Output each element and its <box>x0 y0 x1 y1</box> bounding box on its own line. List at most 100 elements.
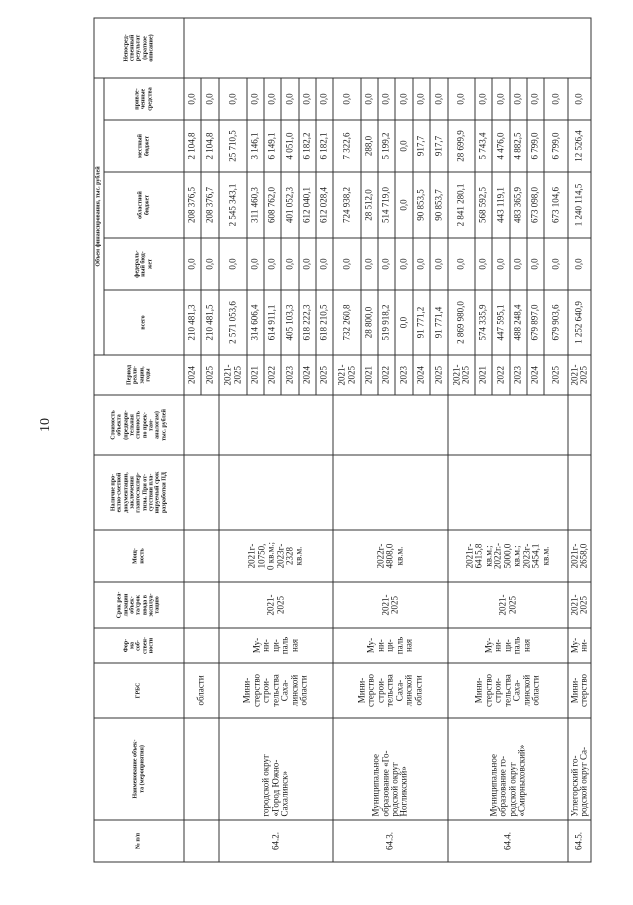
table-row: области 2024 210 481,3 0,0 208 376,5 2 104,8 0… <box>184 17 591 862</box>
attracted-cell: 0,0 <box>544 77 568 120</box>
regional-cell: 208 376,7 <box>201 172 219 238</box>
federal-cell: 0,0 <box>430 238 448 290</box>
local-cell: 5 743,4 <box>475 120 492 172</box>
local-cell: 25 710,5 <box>219 120 247 172</box>
period-cell: 2021- 2025 <box>448 355 475 395</box>
federal-cell: 0,0 <box>475 238 492 290</box>
regional-cell: 612 040,1 <box>299 172 316 238</box>
attracted-cell: 0,0 <box>316 77 333 120</box>
local-cell: 3 146,1 <box>247 120 264 172</box>
object-name <box>184 718 219 820</box>
item-number: 64.5. <box>568 820 591 862</box>
attracted-cell: 0,0 <box>361 77 378 120</box>
federal-cell: 0,0 <box>316 238 333 290</box>
rotated-table-container: № п/п Наименование объек- та (мероприяти… <box>93 17 592 863</box>
attracted-cell: 0,0 <box>475 77 492 120</box>
regional-cell: 2 841 280,1 <box>448 172 475 238</box>
total-cell: 91 771,4 <box>430 290 448 355</box>
object-name: городской округ «Город Южно- Сахалинск» <box>219 718 333 820</box>
period-cell: 2024 <box>527 355 544 395</box>
header-grbs: ГРБС <box>94 663 184 718</box>
result-cell <box>184 17 591 78</box>
regional-cell: 514 719,0 <box>378 172 395 238</box>
total-cell: 618 222,3 <box>299 290 316 355</box>
item-number: 64.4. <box>448 820 568 862</box>
total-cell: 614 911,1 <box>264 290 281 355</box>
period-cell: 2025 <box>316 355 333 395</box>
total-cell: 210 481,5 <box>201 290 219 355</box>
attracted-cell: 0,0 <box>510 77 527 120</box>
header-attracted: привле- ченные средства <box>104 77 184 120</box>
period-cell: 2021- 2025 <box>568 355 591 395</box>
federal-cell: 0,0 <box>510 238 527 290</box>
local-cell: 6 799,0 <box>527 120 544 172</box>
funding-table: № п/п Наименование объек- та (мероприяти… <box>93 17 592 863</box>
total-cell: 679 897,0 <box>527 290 544 355</box>
local-cell: 5 199,2 <box>378 120 395 172</box>
psd-cell <box>568 455 591 530</box>
federal-cell: 0,0 <box>378 238 395 290</box>
period-cell: 2022 <box>264 355 281 395</box>
attracted-cell: 0,0 <box>395 77 413 120</box>
capacity-cell: 2021г- 2658,0 <box>568 530 591 582</box>
total-cell: 2 869 980,0 <box>448 290 475 355</box>
attracted-cell: 0,0 <box>247 77 264 120</box>
page-number: 10 <box>38 418 53 432</box>
capacity-cell: 2022г- 4808,0 кв.м. <box>333 530 448 582</box>
implementation-term: 2021- 2025 <box>333 582 448 628</box>
object-name: Углегорский го- родской округ Са- <box>568 718 591 820</box>
local-cell: 6 149,1 <box>264 120 281 172</box>
regional-cell: 568 592,5 <box>475 172 492 238</box>
header-form: Фор- ма соб- ствен- ности <box>94 628 184 663</box>
local-cell: 4 882,5 <box>510 120 527 172</box>
total-cell: 679 903,6 <box>544 290 568 355</box>
local-cell: 2 104,8 <box>184 120 201 172</box>
cost-cell <box>448 395 568 455</box>
attracted-cell: 0,0 <box>492 77 510 120</box>
period-cell: 2021 <box>247 355 264 395</box>
federal-cell: 0,0 <box>299 238 316 290</box>
federal-cell: 0,0 <box>492 238 510 290</box>
period-cell: 2023 <box>395 355 413 395</box>
local-cell: 2 104,8 <box>201 120 219 172</box>
capacity-cell <box>184 530 219 582</box>
period-cell: 2025 <box>544 355 568 395</box>
header-period: Период реали- зации, годы <box>94 355 184 395</box>
attracted-cell: 0,0 <box>184 77 201 120</box>
federal-cell: 0,0 <box>395 238 413 290</box>
federal-cell: 0,0 <box>361 238 378 290</box>
period-cell: 2023 <box>510 355 527 395</box>
item-number: 64.3. <box>333 820 448 862</box>
table-row: 64.2. городской округ «Город Южно- Сахали… <box>219 18 333 862</box>
header-cost: Стоимость объекта (предвари- тельная сто… <box>94 395 184 455</box>
period-cell: 2021- 2025 <box>219 355 247 395</box>
local-cell: 0,0 <box>395 120 413 172</box>
federal-cell: 0,0 <box>201 238 219 290</box>
header-result: Непосред- ственный результат (краткое оп… <box>94 17 184 78</box>
table-row: 64.3. Муниципальное образование «Го- родс… <box>333 18 448 862</box>
psd-cell <box>184 455 219 530</box>
header-psd: Наличие про- ектно-сметной документации,… <box>94 455 184 530</box>
federal-cell: 0,0 <box>333 238 361 290</box>
period-cell: 2024 <box>184 355 201 395</box>
local-cell: 917,7 <box>413 120 430 172</box>
total-cell: 519 918,2 <box>378 290 395 355</box>
psd-cell <box>333 455 448 530</box>
object-name: Муниципальное образование го- родской ок… <box>448 718 568 820</box>
period-cell: 2021- 2025 <box>333 355 361 395</box>
header-term: Срок реа- лизации объек- та/срок ввода в… <box>94 582 184 628</box>
local-cell: 6 182,2 <box>299 120 316 172</box>
item-number: 64.2. <box>219 820 333 862</box>
total-cell: 447 595,1 <box>492 290 510 355</box>
regional-cell: 673 104,6 <box>544 172 568 238</box>
total-cell: 488 248,4 <box>510 290 527 355</box>
regional-cell: 90 853,7 <box>430 172 448 238</box>
ownership-form: Му- ни- <box>568 628 591 663</box>
period-cell: 2023 <box>281 355 299 395</box>
attracted-cell: 0,0 <box>527 77 544 120</box>
local-cell: 28 699,9 <box>448 120 475 172</box>
attracted-cell: 0,0 <box>413 77 430 120</box>
period-cell: 2024 <box>299 355 316 395</box>
grbs-cell: Мини- стерство строи- тельства Саха- лин… <box>448 663 568 718</box>
period-cell: 2021 <box>361 355 378 395</box>
